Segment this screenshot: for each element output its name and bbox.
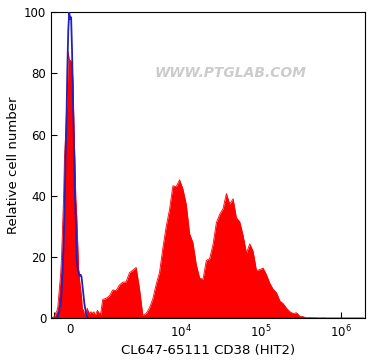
Text: WWW.PTGLAB.COM: WWW.PTGLAB.COM <box>154 66 306 80</box>
X-axis label: CL647-65111 CD38 (HIT2): CL647-65111 CD38 (HIT2) <box>121 344 295 357</box>
Y-axis label: Relative cell number: Relative cell number <box>7 96 20 234</box>
